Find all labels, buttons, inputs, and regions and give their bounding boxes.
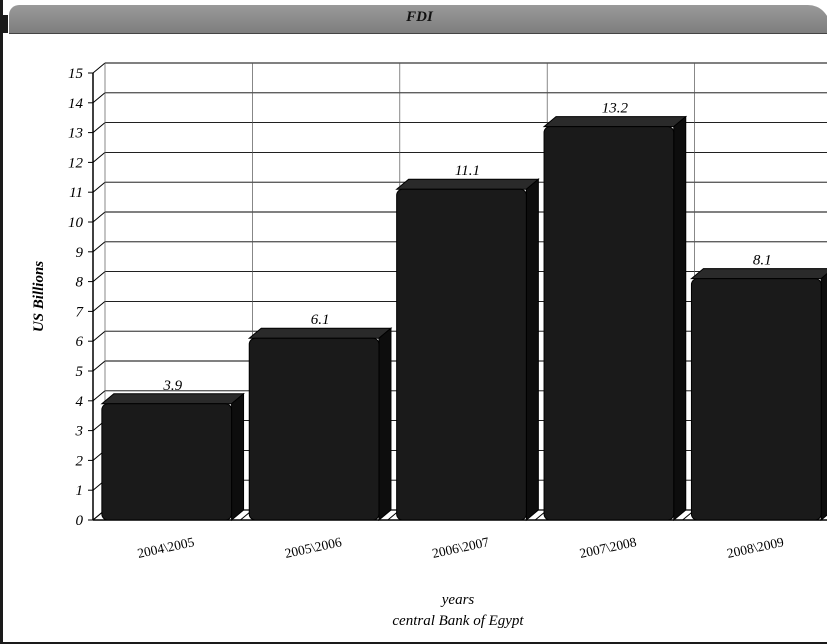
- bar-value-label: 8.1: [753, 253, 772, 269]
- bar: [248, 337, 380, 521]
- y-gridline-depth: [92, 152, 106, 163]
- y-tick-label: 9: [76, 245, 84, 261]
- y-tick-label: 0: [76, 513, 84, 529]
- y-tick-label: 1: [76, 483, 84, 499]
- y-gridline-depth: [92, 122, 106, 133]
- y-gridline-depth: [92, 330, 106, 342]
- title-bar-corner: [3, 15, 8, 33]
- title-bar: FDI: [3, 5, 827, 34]
- bar-side: [820, 273, 827, 522]
- y-tick-label: 14: [68, 96, 84, 112]
- y-gridline-depth: [92, 62, 106, 74]
- bar-value-label: 11.1: [455, 163, 480, 179]
- y-tick-label: 2: [76, 453, 84, 469]
- y-tick-label: 5: [76, 364, 84, 380]
- bar-side: [231, 392, 245, 522]
- x-tick-label: 2006\2007: [431, 534, 491, 561]
- source-note: central Bank of Egypt: [392, 613, 524, 629]
- y-gridline-depth: [92, 390, 106, 402]
- bar: [101, 403, 233, 521]
- x-tick-label: 2004\2005: [136, 534, 196, 561]
- bar-value-label: 13.2: [602, 101, 629, 117]
- y-tick-label: 12: [68, 155, 84, 171]
- y-tick-label: 13: [68, 126, 83, 142]
- y-tick-label: 7: [76, 304, 85, 320]
- bar-side: [378, 327, 392, 522]
- x-tick-label: 2007\2008: [578, 534, 638, 561]
- bar-side: [525, 178, 539, 522]
- bar-value-label: 3.9: [162, 378, 182, 394]
- chart-title: FDI: [406, 9, 433, 25]
- x-tick-label: 2008\2009: [726, 534, 786, 561]
- y-gridline-depth: [92, 241, 106, 253]
- bar-chart: 01234567891011121314153.92004\20056.1200…: [31, 62, 827, 629]
- y-tick-label: 4: [76, 394, 84, 410]
- bar-value-label: 6.1: [311, 312, 330, 328]
- y-gridline-depth: [92, 92, 106, 104]
- y-gridline-depth: [92, 181, 106, 193]
- bar: [690, 278, 822, 521]
- y-tick-label: 8: [76, 275, 84, 291]
- bar-top: [395, 178, 540, 190]
- y-tick-label: 6: [76, 334, 84, 350]
- bar-top: [247, 327, 393, 339]
- bar-top: [542, 116, 688, 128]
- y-tick-label: 3: [75, 424, 84, 440]
- bar: [396, 188, 527, 521]
- bar-top: [100, 393, 245, 405]
- y-axis-title: US Billions: [31, 261, 47, 332]
- y-gridline-depth: [92, 271, 106, 282]
- bar-top: [690, 268, 827, 280]
- y-gridline-depth: [92, 360, 106, 372]
- x-axis-title: years: [440, 592, 475, 608]
- bar: [543, 126, 675, 521]
- y-tick-label: 10: [68, 215, 84, 231]
- bar-side: [673, 115, 687, 522]
- y-gridline-depth: [92, 211, 106, 223]
- x-tick-label: 2005\2006: [283, 534, 343, 561]
- y-tick-label: 15: [68, 66, 84, 82]
- y-gridline-depth: [92, 301, 106, 312]
- y-tick-label: 11: [69, 185, 83, 201]
